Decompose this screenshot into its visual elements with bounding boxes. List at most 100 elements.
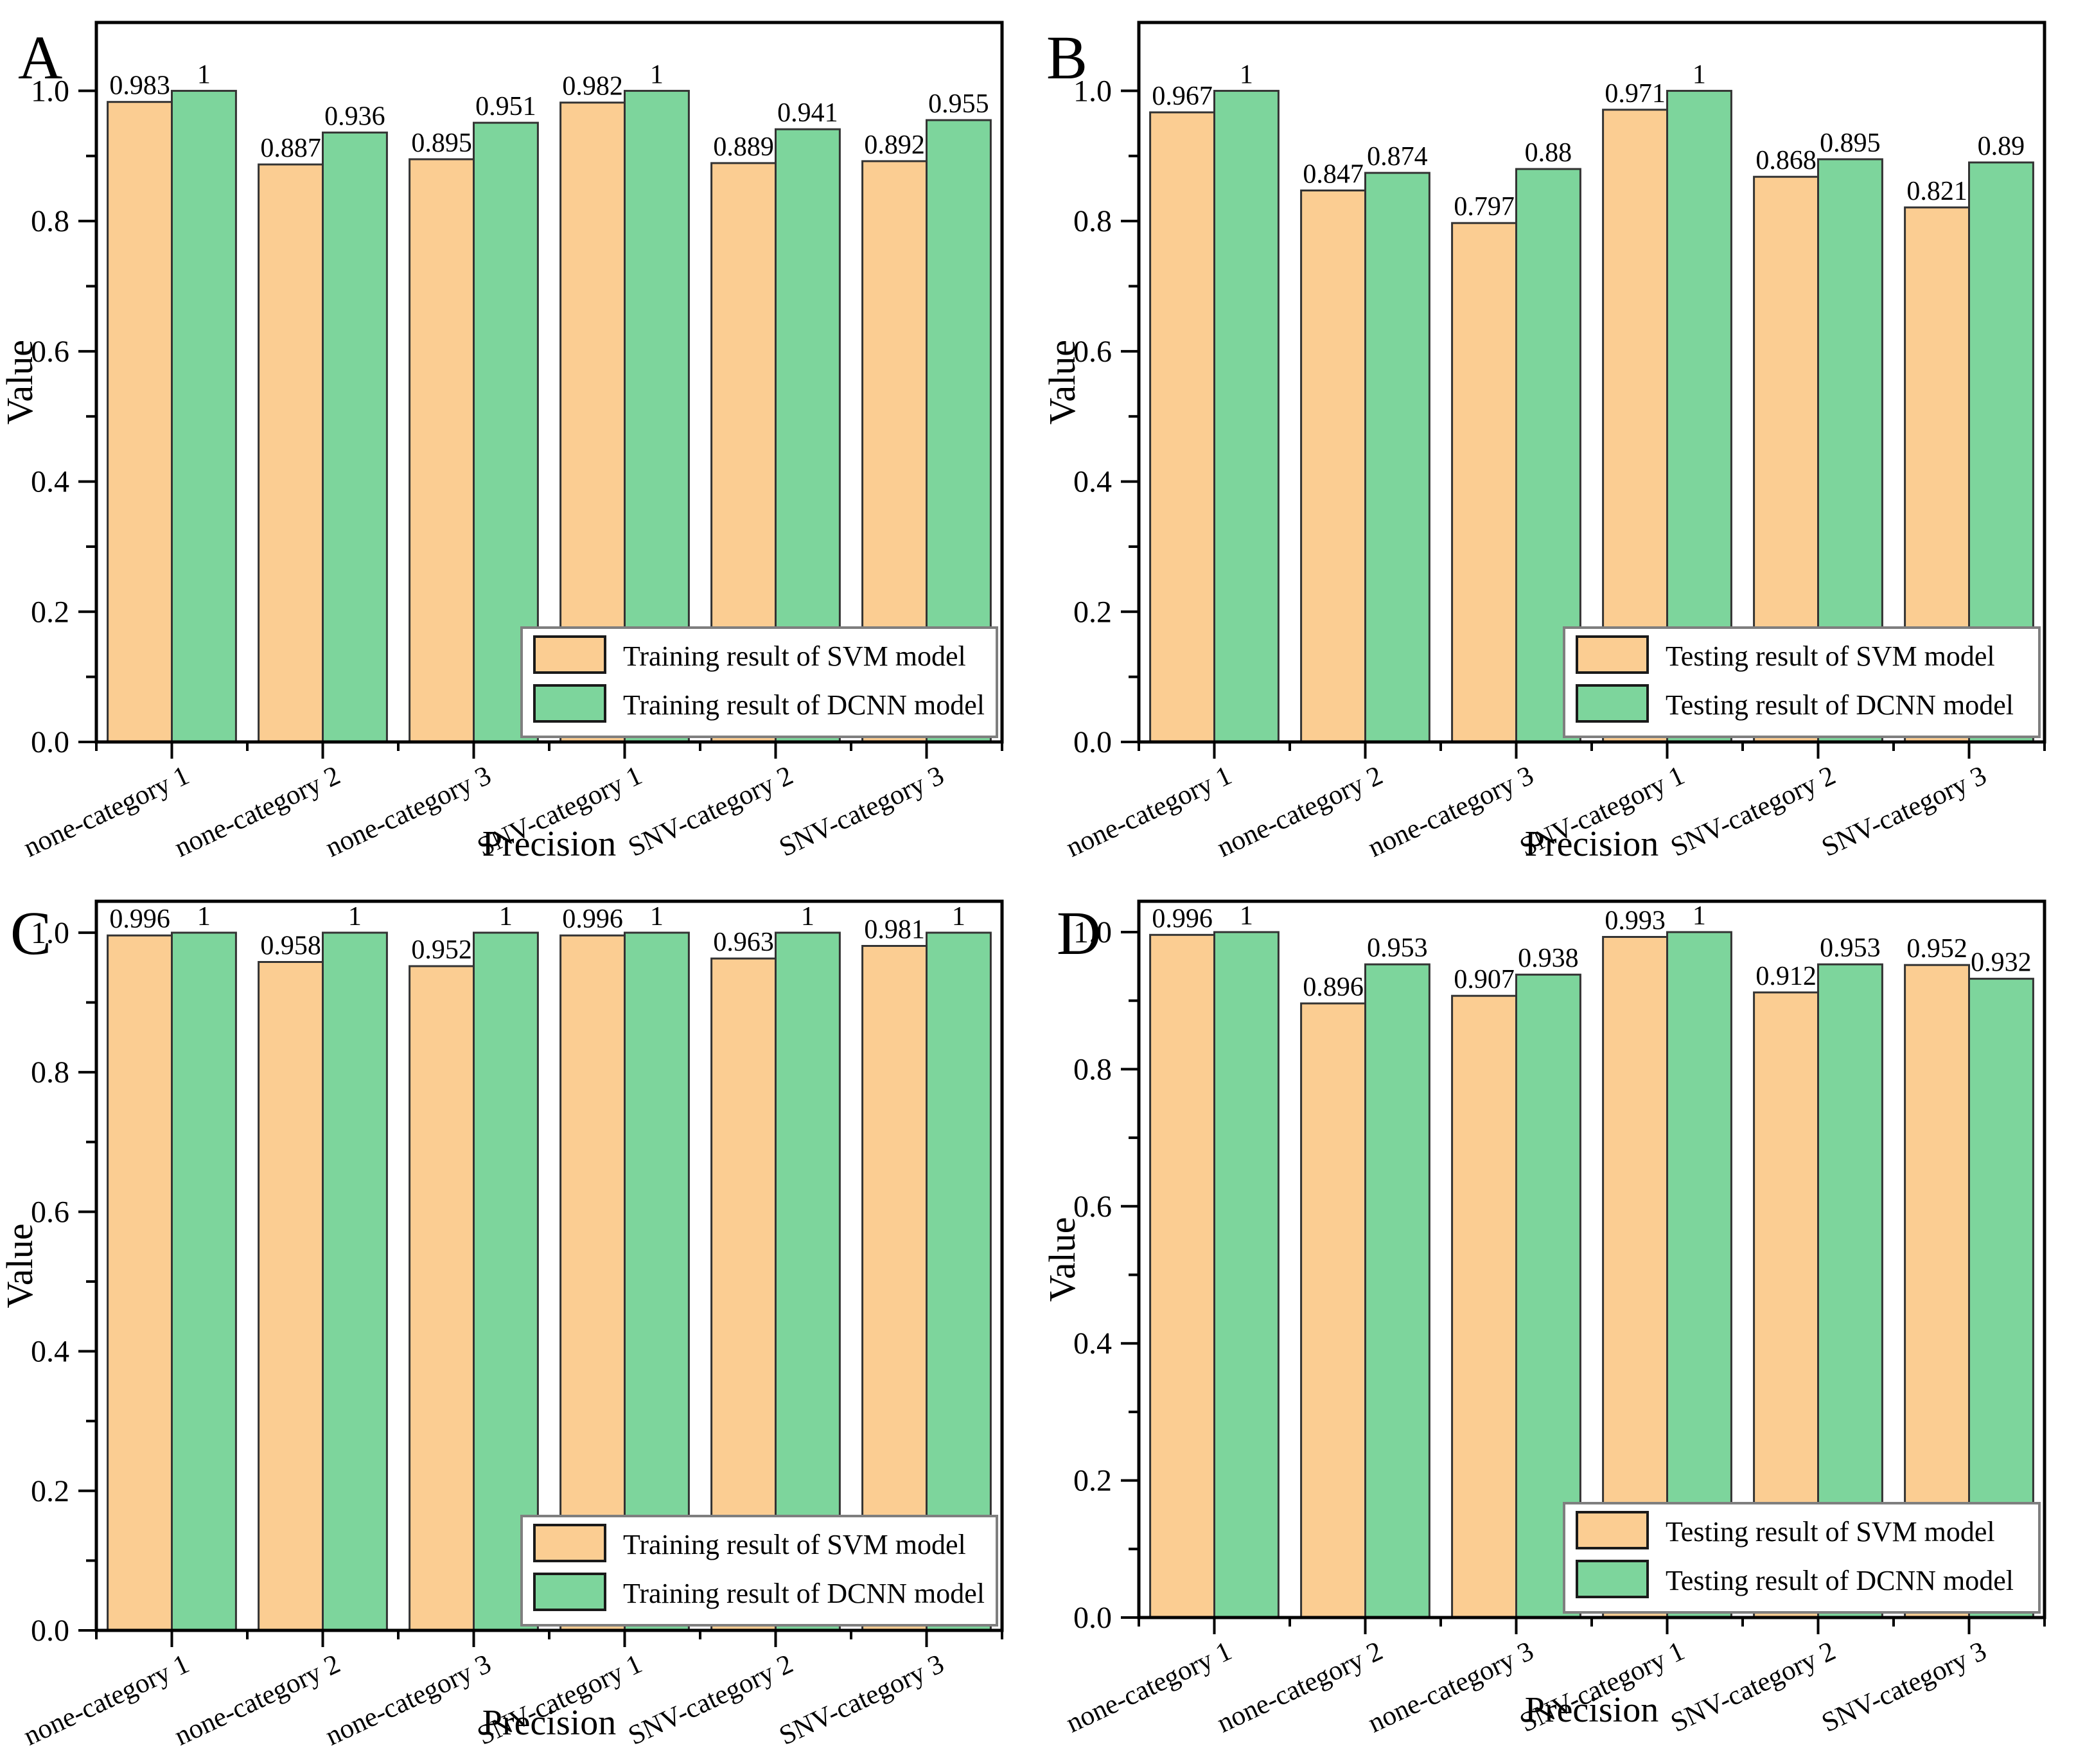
bar-value-label: 0.868 [1755,146,1817,175]
y-tick-label: 0.4 [31,1335,69,1369]
x-category-label: SNV-category 2 [1666,1636,1840,1738]
bar [1149,111,1216,743]
legend-swatch [533,1573,606,1611]
plot-box [94,21,1004,744]
legend-label: Testing result of DCNN model [1666,1565,2014,1596]
bar [1364,172,1430,743]
panel-C: C 0.996 0.958 0.952 0.996 0.963 0.981 1 1 1 1 1 1 Tra… [0,882,1042,1764]
y-tick-label: 0.0 [1073,1601,1112,1635]
x-category-label: none-category 3 [321,1648,496,1751]
panel-A-chart: A 0.983 0.887 0.895 0.982 0.889 0.892 1 0.936 0.9… [0,21,1004,864]
bar [1149,933,1216,1619]
y-axis-title: Value [1041,1217,1083,1301]
legend-swatch [1576,1560,1649,1598]
panel-letter: C [10,899,51,967]
bar-value-label: 0.936 [324,101,385,131]
legend-swatch [533,635,606,674]
x-category-label: none-category 2 [170,760,345,863]
legend-label: Training result of DCNN model [623,1578,985,1609]
bar-value-label: 1 [499,902,513,931]
panel-letter: B [1046,23,1087,92]
bar-value-label: 0.932 [1971,948,2032,978]
bar-value-label: 0.955 [928,89,989,119]
bar-value-label: 0.896 [1303,973,1364,1002]
panel-D: D 0.996 0.896 0.907 0.993 0.912 0.952 1 0.953 0.9… [1041,882,2085,1764]
y-axis-title: Value [1041,340,1083,425]
y-tick-label: 1.0 [31,74,69,108]
bar-value-label: 1 [650,902,664,931]
legend-swatch [1576,635,1649,674]
bar-value-label: 0.941 [777,98,838,128]
bar-value-label: 0.892 [864,130,925,160]
bar-value-label: 0.971 [1605,79,1666,109]
bar-value-label: 0.889 [713,132,774,162]
bar-value-label: 1 [1693,901,1706,931]
legend-label: Testing result of SVM model [1666,1516,1995,1548]
bar [409,965,475,1632]
bar-value-label: 0.981 [864,915,925,945]
x-axis-title: Precision [1525,824,1658,864]
x-axis-title: Precision [482,824,616,864]
y-tick-label: 0.0 [1073,725,1112,759]
y-tick-label: 0.0 [31,1614,69,1648]
bar-value-label: 0.89 [1978,132,2025,161]
bar-value-label: 1 [197,60,211,89]
x-category-label: none-category 1 [19,1648,194,1751]
bar-value-label: 1 [1240,60,1253,89]
y-tick-label: 0.2 [1073,595,1112,629]
bar-value-label: 0.88 [1525,138,1572,168]
bar-value-label: 0.993 [1605,906,1666,936]
bar-value-label: 0.912 [1755,962,1817,991]
bar-value-label: 0.874 [1367,142,1428,172]
bar [926,931,992,1632]
bar [322,131,388,743]
legend-label: Training result of SVM model [623,640,966,672]
x-category-label: SNV-category 2 [624,1648,798,1751]
bar [1451,222,1517,743]
x-category-label: none-category 1 [1062,1636,1236,1738]
bar-value-label: 0.996 [1152,904,1213,933]
y-tick-label: 0.2 [31,595,69,629]
bar [107,101,173,743]
x-category-label: none-category 3 [321,760,496,863]
legend-swatch [533,1524,606,1562]
bar-value-label: 0.953 [1820,933,1881,963]
bar-value-label: 0.938 [1518,944,1579,973]
x-category-label: none-category 2 [1213,760,1387,863]
bar [409,158,475,743]
x-category-label: SNV-category 3 [1817,760,1991,863]
panel-letter: D [1057,899,1101,967]
y-tick-label: 0.4 [1073,465,1112,499]
bar [171,89,237,743]
x-category-label: SNV-category 2 [1666,760,1840,863]
x-category-label: SNV-category 2 [624,760,798,863]
plot-box [94,899,1004,1632]
bar-value-label: 0.996 [109,904,170,934]
legend-label: Testing result of DCNN model [1666,689,2014,721]
bar-value-label: 0.953 [1367,933,1428,963]
bar-value-label: 0.895 [1820,128,1881,158]
bar [1213,89,1280,743]
bar-value-label: 1 [801,902,814,931]
bar [258,163,324,743]
y-tick-label: 0.0 [31,725,69,759]
bar-value-label: 1 [650,60,664,89]
bar [624,931,690,1632]
y-axis-title: Value [0,340,40,425]
plot-box [1137,21,2046,744]
panel-D-chart: D 0.996 0.896 0.907 0.993 0.912 0.952 1 0.953 0.9… [1041,899,2046,1739]
bar-value-label: 0.847 [1303,160,1364,190]
x-category-label: SNV-category 3 [775,1648,949,1751]
x-axis-title: Precision [482,1703,616,1743]
x-category-label: SNV-category 3 [1817,1636,1991,1738]
y-tick-label: 0.8 [31,204,69,238]
x-category-label: SNV-category 3 [775,760,949,863]
bar-value-label: 0.951 [475,92,536,121]
legend-label: Training result of DCNN model [623,689,985,721]
bar [1213,931,1280,1619]
bar-value-label: 0.907 [1454,965,1515,994]
x-category-label: none-category 3 [1364,760,1538,863]
bar-value-label: 0.952 [411,935,472,965]
y-tick-label: 0.6 [31,1195,69,1229]
